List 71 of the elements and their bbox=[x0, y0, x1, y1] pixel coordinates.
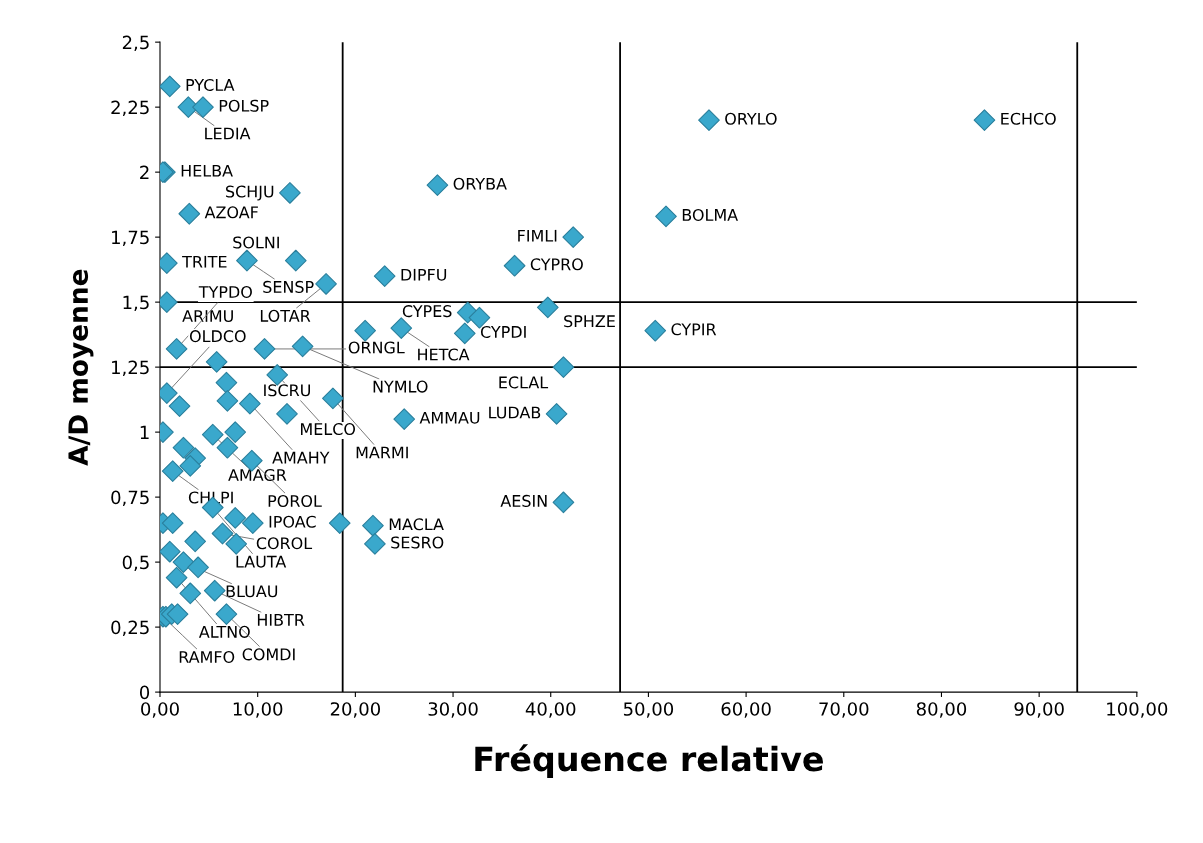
y-axis-title: A/D moyenne bbox=[68, 269, 94, 466]
annotation: HIBTR bbox=[257, 614, 305, 626]
annotation: NYMLO bbox=[373, 380, 428, 393]
annotation: ORYBA bbox=[453, 177, 507, 190]
annotation: TYPDO bbox=[198, 285, 252, 299]
annotation: PYCLA bbox=[186, 78, 235, 91]
annotation: CYPRO bbox=[530, 258, 583, 271]
annotation: AMMAU bbox=[419, 411, 480, 424]
annotation: AZOAF bbox=[204, 206, 258, 219]
x-tick-label: 80,00 bbox=[916, 702, 967, 718]
annotation: HETCA bbox=[418, 348, 470, 361]
annotation: AMAHY bbox=[272, 451, 330, 464]
y-tick-label: 0,5 bbox=[122, 555, 149, 572]
annotation: AESIN bbox=[500, 494, 547, 507]
y-tick-label: 1,75 bbox=[112, 230, 149, 247]
annotation: IPOAC bbox=[269, 515, 316, 528]
x-tick-label: 40,00 bbox=[525, 702, 576, 718]
annotation: HELBA bbox=[181, 164, 233, 177]
x-tick-label: 10,00 bbox=[233, 702, 283, 718]
annotation: POLSP bbox=[219, 99, 269, 112]
annotation: CYPES bbox=[402, 305, 452, 318]
annotation: ORYLO bbox=[725, 112, 777, 125]
x-tick-label: 50,00 bbox=[623, 702, 674, 718]
x-tick-label: 70,00 bbox=[819, 702, 869, 718]
annotation: TRITE bbox=[182, 255, 227, 268]
annotation: MELCO bbox=[301, 423, 356, 436]
annotation: MARMI bbox=[356, 446, 408, 459]
y-tick-label: 1,25 bbox=[112, 360, 149, 377]
annotation: FIMLI bbox=[518, 229, 557, 242]
x-axis-title: Fréquence relative bbox=[475, 744, 823, 778]
y-tick-label: 0,75 bbox=[111, 490, 149, 507]
annotation: CYPIR bbox=[671, 323, 717, 336]
x-tick-label: 90,00 bbox=[1014, 702, 1064, 718]
annotation: OLDCO bbox=[189, 330, 246, 343]
annotation: POROL bbox=[268, 494, 322, 508]
annotation: LUDAB bbox=[489, 406, 541, 419]
annotation: ISCRU bbox=[264, 384, 310, 397]
annotation: BOLMA bbox=[682, 208, 738, 221]
annotation: MACLA bbox=[389, 518, 444, 531]
x-tick-label: 60,00 bbox=[721, 702, 771, 718]
annotation: SESRO bbox=[391, 536, 444, 549]
annotation: SENSP bbox=[263, 280, 314, 293]
annotation: AMAGR bbox=[228, 468, 287, 482]
annotation: BLUAU bbox=[226, 585, 278, 598]
annotation: CYPDI bbox=[480, 325, 526, 338]
annotation: SCHJU bbox=[225, 185, 274, 201]
annotation: RAMFO bbox=[179, 650, 235, 664]
annotation: ECLAL bbox=[499, 376, 549, 389]
y-tick-label: 0,25 bbox=[111, 620, 149, 637]
y-tick-label: 1,5 bbox=[123, 295, 149, 312]
annotation: SOLNI bbox=[233, 236, 279, 249]
annotation: LAUTA bbox=[236, 555, 287, 568]
annotation: ALTNO bbox=[198, 625, 250, 638]
annotation: LEDIA bbox=[205, 127, 251, 140]
y-tick-label: 2,25 bbox=[111, 100, 149, 117]
annotation: ECHCO bbox=[1001, 112, 1056, 125]
annotation: ORNGL bbox=[348, 341, 405, 354]
y-tick-label: 0 bbox=[139, 685, 150, 700]
annotation: SPHZE bbox=[564, 315, 615, 328]
annotation: LOTAR bbox=[260, 309, 311, 322]
x-tick-label: 20,00 bbox=[330, 702, 381, 718]
annotation: COROL bbox=[256, 537, 313, 550]
x-tick-label: 30,00 bbox=[428, 702, 478, 718]
y-tick-label: 2,5 bbox=[122, 35, 149, 52]
annotation: DIPFU bbox=[401, 268, 447, 281]
annotation: COMDI bbox=[242, 648, 295, 661]
x-tick-label: 0,00 bbox=[141, 702, 179, 718]
y-tick-label: 2 bbox=[140, 165, 149, 179]
y-tick-label: 1 bbox=[140, 425, 149, 439]
x-tick-label: 100,00 bbox=[1107, 702, 1168, 718]
annotation: ARIMU bbox=[182, 310, 233, 323]
